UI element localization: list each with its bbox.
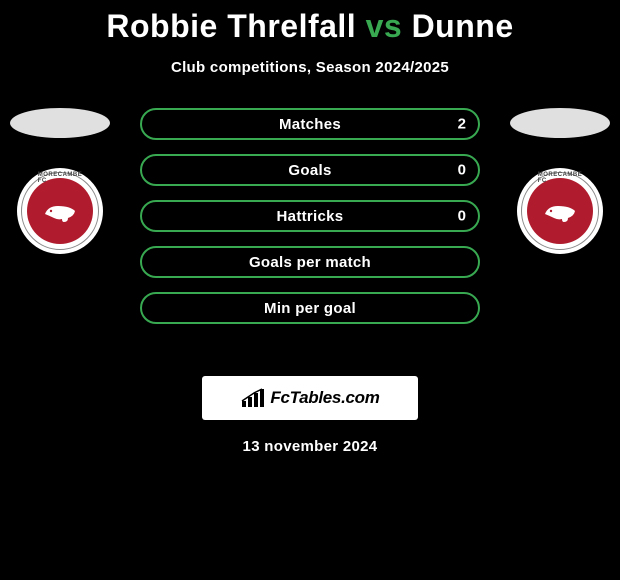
stat-label: Goals	[288, 162, 331, 179]
stat-label: Min per goal	[264, 300, 356, 317]
player1-avatar-placeholder	[10, 108, 110, 138]
chart-icon	[240, 387, 266, 409]
stat-row-min-per-goal: Min per goal	[140, 292, 480, 324]
comparison-content: MORECAMBE FC MORECAMBE FC Matches	[0, 108, 620, 358]
player1-name: Robbie Threlfall	[106, 8, 356, 44]
club-badge-label-2: MORECAMBE FC	[538, 172, 583, 184]
stat-label: Hattricks	[277, 208, 344, 225]
player2-column: MORECAMBE FC	[510, 108, 610, 254]
logo-text: FcTables.com	[270, 388, 379, 408]
stat-label: Matches	[279, 116, 341, 133]
stat-value: 0	[458, 208, 466, 225]
stat-value: 0	[458, 162, 466, 179]
comparison-title: Robbie Threlfall vs Dunne	[0, 0, 620, 45]
date-text: 13 november 2024	[0, 438, 620, 455]
shrimp-icon	[540, 196, 580, 226]
player1-column: MORECAMBE FC	[10, 108, 110, 254]
vs-text: vs	[366, 8, 403, 44]
player2-club-badge: MORECAMBE FC	[517, 168, 603, 254]
club-badge-label: MORECAMBE FC	[38, 172, 83, 184]
stat-value: 2	[458, 116, 466, 133]
shrimp-icon	[40, 196, 80, 226]
stats-list: Matches 2 Goals 0 Hattricks 0 Goals per …	[140, 108, 480, 324]
stat-row-hattricks: Hattricks 0	[140, 200, 480, 232]
player2-avatar-placeholder	[510, 108, 610, 138]
stat-row-goals-per-match: Goals per match	[140, 246, 480, 278]
stat-row-matches: Matches 2	[140, 108, 480, 140]
source-logo: FcTables.com	[202, 376, 418, 420]
stat-label: Goals per match	[249, 254, 371, 271]
player1-club-badge: MORECAMBE FC	[17, 168, 103, 254]
stat-row-goals: Goals 0	[140, 154, 480, 186]
player2-name: Dunne	[412, 8, 514, 44]
subtitle: Club competitions, Season 2024/2025	[0, 59, 620, 76]
